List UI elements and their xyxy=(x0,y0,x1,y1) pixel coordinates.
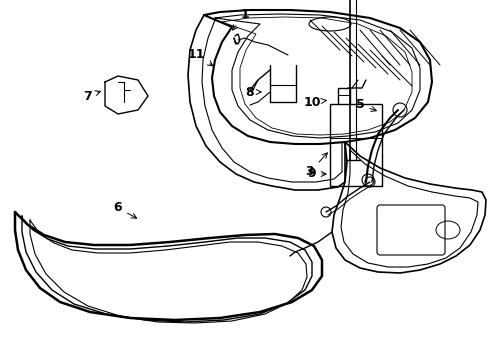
Text: 11: 11 xyxy=(187,48,212,66)
Text: 8: 8 xyxy=(245,85,261,99)
Text: 10: 10 xyxy=(303,95,326,108)
Text: 6: 6 xyxy=(113,202,136,218)
Text: 7: 7 xyxy=(83,90,100,103)
Text: 4: 4 xyxy=(0,359,1,360)
Text: 3: 3 xyxy=(305,153,327,179)
Text: 5: 5 xyxy=(355,99,376,112)
Text: 2: 2 xyxy=(0,359,1,360)
Text: 9: 9 xyxy=(307,167,325,180)
Text: 1: 1 xyxy=(232,9,249,30)
